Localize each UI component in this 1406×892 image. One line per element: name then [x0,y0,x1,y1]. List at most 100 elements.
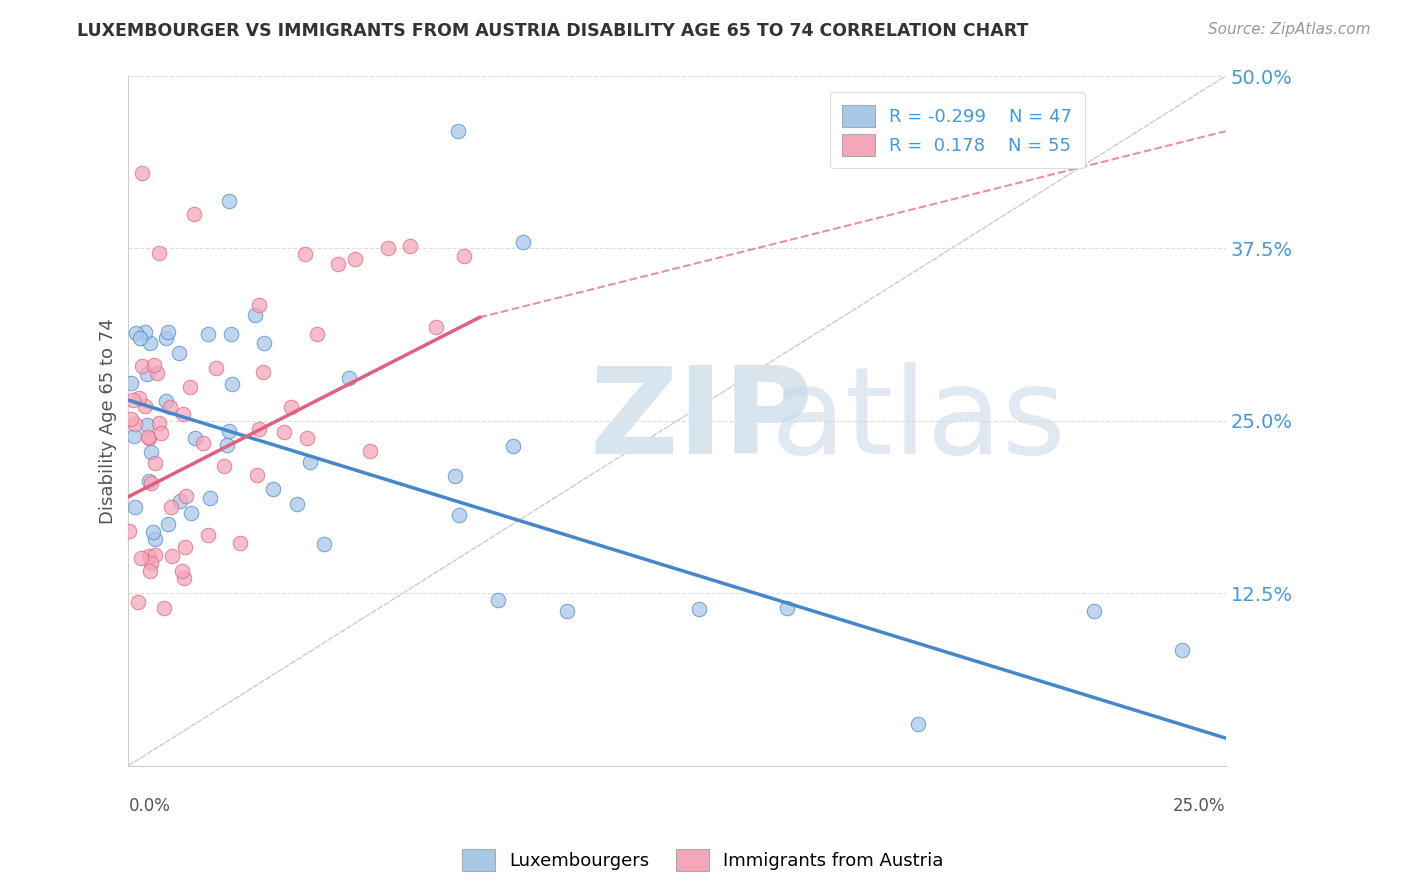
Point [148,246,170,260]
Point [262,482,284,496]
Point [153,600,176,615]
Point [502,439,524,453]
Point [252,335,274,350]
Legend: Luxembourgers, Immigrants from Austria: Luxembourgers, Immigrants from Austria [456,842,950,879]
Point [139,444,162,458]
Point [198,491,221,505]
Point [145,366,167,380]
Text: 0.0%: 0.0% [128,797,170,814]
Point [1170,642,1192,657]
Point [129,550,152,565]
Point [143,456,166,470]
Text: 25.0%: 25.0% [1173,797,1226,814]
Text: LUXEMBOURGER VS IMMIGRANTS FROM AUSTRIA DISABILITY AGE 65 TO 74 CORRELATION CHAR: LUXEMBOURGER VS IMMIGRANTS FROM AUSTRIA … [77,22,1029,40]
Point [124,500,146,514]
Point [359,444,381,458]
Point [273,425,295,439]
Point [173,571,195,585]
Point [141,556,163,570]
Point [377,241,399,255]
Point [328,257,350,271]
Point [124,417,146,432]
Point [688,602,710,616]
Point [297,431,319,445]
Point [136,430,159,444]
Point [197,326,219,341]
Point [170,564,193,578]
Point [180,506,202,520]
Point [191,436,214,450]
Point [247,298,270,312]
Point [252,365,274,379]
Point [122,428,145,442]
Point [443,469,465,483]
Point [120,376,142,390]
Text: ZIP: ZIP [589,362,813,479]
Point [555,605,578,619]
Point [142,525,165,540]
Text: Source: ZipAtlas.com: Source: ZipAtlas.com [1208,22,1371,37]
Point [218,194,240,209]
Point [183,207,205,221]
Point [128,391,150,405]
Point [148,416,170,430]
Point [145,548,167,562]
Point [121,393,143,408]
Point [125,326,148,341]
Point [174,541,197,555]
Point [314,537,336,551]
Point [214,459,236,474]
Point [425,319,447,334]
Point [134,325,156,339]
Point [127,594,149,608]
Point [138,474,160,488]
Point [179,380,201,394]
Point [118,524,141,539]
Point [134,399,156,413]
Point [131,359,153,373]
Point [337,370,360,384]
Legend: R = -0.299    N = 47, R =  0.178    N = 55: R = -0.299 N = 47, R = 0.178 N = 55 [830,92,1085,169]
Point [907,717,929,731]
Point [157,516,180,531]
Point [776,601,799,615]
Point [446,124,468,138]
Point [172,407,194,421]
Point [136,417,159,432]
Point [298,455,321,469]
Point [139,564,162,578]
Point [246,468,269,483]
Point [243,309,266,323]
Point [138,431,160,445]
Y-axis label: Disability Age 65 to 74: Disability Age 65 to 74 [100,318,117,524]
Point [215,438,238,452]
Point [285,497,308,511]
Point [294,246,316,260]
Point [160,500,183,514]
Point [138,549,160,563]
Point [486,593,509,607]
Point [343,252,366,266]
Point [150,425,173,440]
Point [219,327,242,342]
Point [162,549,184,564]
Point [229,536,252,550]
Point [247,422,270,436]
Point [139,476,162,491]
Point [169,493,191,508]
Point [447,508,470,523]
Point [205,360,228,375]
Point [128,331,150,345]
Point [167,346,190,360]
Point [307,327,329,342]
Point [136,367,159,381]
Point [131,165,153,179]
Point [184,431,207,445]
Point [157,325,180,339]
Point [399,239,422,253]
Point [139,335,162,350]
Point [155,331,177,345]
Point [143,533,166,547]
Point [218,425,240,439]
Point [143,358,166,372]
